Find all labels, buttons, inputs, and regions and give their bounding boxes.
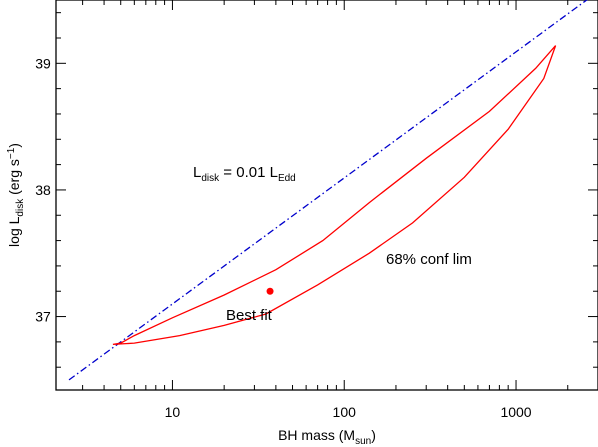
best-fit-label: Best fit xyxy=(226,307,273,324)
confidence-contour xyxy=(112,45,557,346)
y-tick-label: 37 xyxy=(35,309,51,325)
plot-frame xyxy=(55,0,598,391)
x-tick-label: 100 xyxy=(333,404,357,420)
y-axis: 37 38 39 xyxy=(35,12,598,368)
y-tick-label: 39 xyxy=(35,55,51,71)
x-tick-label: 10 xyxy=(165,404,181,420)
confidence-label: 68% conf lim xyxy=(386,251,472,268)
x-tick-label: 1000 xyxy=(500,404,531,420)
eddington-label: Ldisk = 0.01 LEdd xyxy=(193,164,296,184)
x-axis-title: BH mass (Msun) xyxy=(278,427,376,447)
eddington-line xyxy=(68,0,588,381)
y-axis-title: log Ldisk (erg s−1) xyxy=(6,143,26,247)
x-axis: 10 100 1000 xyxy=(82,0,598,420)
best-fit-point xyxy=(266,287,274,295)
y-tick-label: 38 xyxy=(35,182,51,198)
